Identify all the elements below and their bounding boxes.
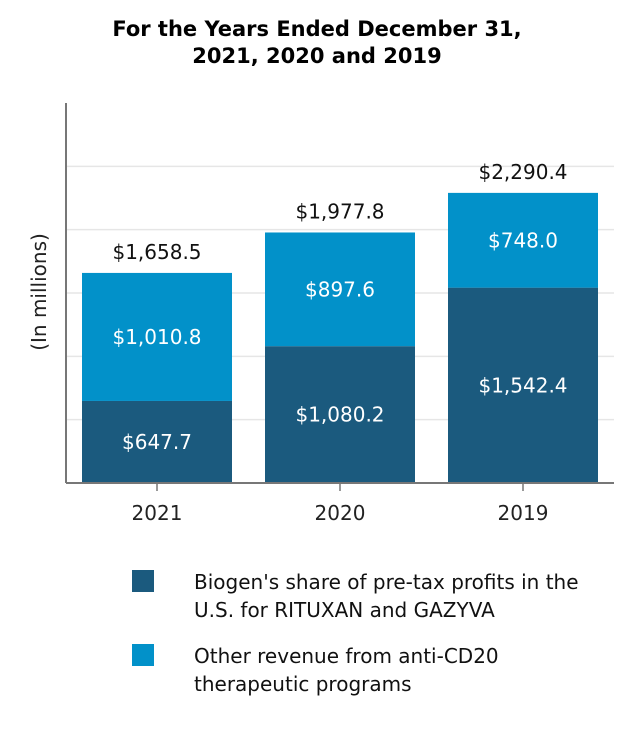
x-tick-label-2019: 2019 bbox=[498, 501, 549, 525]
bar-other-revenue-2021 bbox=[82, 272, 232, 401]
total-label-2020: $1,977.8 bbox=[295, 199, 384, 223]
bar-other-revenue-2019 bbox=[448, 192, 598, 288]
legend-label-line: therapeutic programs bbox=[194, 672, 412, 696]
bar-biogen-share-2019 bbox=[448, 287, 598, 483]
legend-label: Other revenue from anti-CD20 therapeutic… bbox=[194, 642, 624, 698]
data-label: $647.7 bbox=[122, 430, 192, 454]
data-labels: $647.7 $1,010.8 $1,658.5 $1,080.2 $897.6 $1,9… bbox=[112, 160, 567, 454]
total-label-2019: $2,290.4 bbox=[478, 160, 567, 184]
x-tick-label-2021: 2021 bbox=[132, 501, 183, 525]
legend-item-biogen-share: Biogen's share of pre-tax profits in the… bbox=[132, 568, 624, 624]
legend-label-line: Biogen's share of pre-tax profits in the bbox=[194, 570, 579, 594]
chart-title-line-1: For the Years Ended December 31, bbox=[112, 17, 522, 41]
axes: 2021 2020 2019 bbox=[65, 103, 614, 525]
chart-title: For the Years Ended December 31, 2021, 2… bbox=[0, 16, 634, 70]
total-label-2021: $1,658.5 bbox=[112, 240, 201, 264]
legend-label-line: Other revenue from anti-CD20 bbox=[194, 644, 499, 668]
bar-other-revenue-2020 bbox=[265, 232, 415, 347]
data-label: $1,542.4 bbox=[478, 373, 567, 397]
legend-item-other-revenue: Other revenue from anti-CD20 therapeutic… bbox=[132, 642, 624, 698]
data-label: $1,080.2 bbox=[295, 403, 384, 427]
bar-biogen-share-2020 bbox=[265, 346, 415, 483]
y-axis-label: (In millions) bbox=[27, 233, 51, 351]
bar-chart: $647.7 $1,010.8 $1,658.5 $1,080.2 $897.6 $1,9… bbox=[27, 103, 614, 525]
legend-swatch-light bbox=[132, 644, 154, 666]
legend-label: Biogen's share of pre-tax profits in the… bbox=[194, 568, 624, 624]
data-label: $1,010.8 bbox=[112, 325, 201, 349]
bar-biogen-share-2021 bbox=[82, 400, 232, 483]
bars bbox=[82, 192, 598, 483]
x-tick-label-2020: 2020 bbox=[315, 501, 366, 525]
chart-title-line-2: 2021, 2020 and 2019 bbox=[192, 44, 442, 68]
legend-label-line: U.S. for RITUXAN and GAZYVA bbox=[194, 598, 495, 622]
data-label: $897.6 bbox=[305, 277, 375, 301]
legend-swatch-dark bbox=[132, 570, 154, 592]
data-label: $748.0 bbox=[488, 228, 558, 252]
